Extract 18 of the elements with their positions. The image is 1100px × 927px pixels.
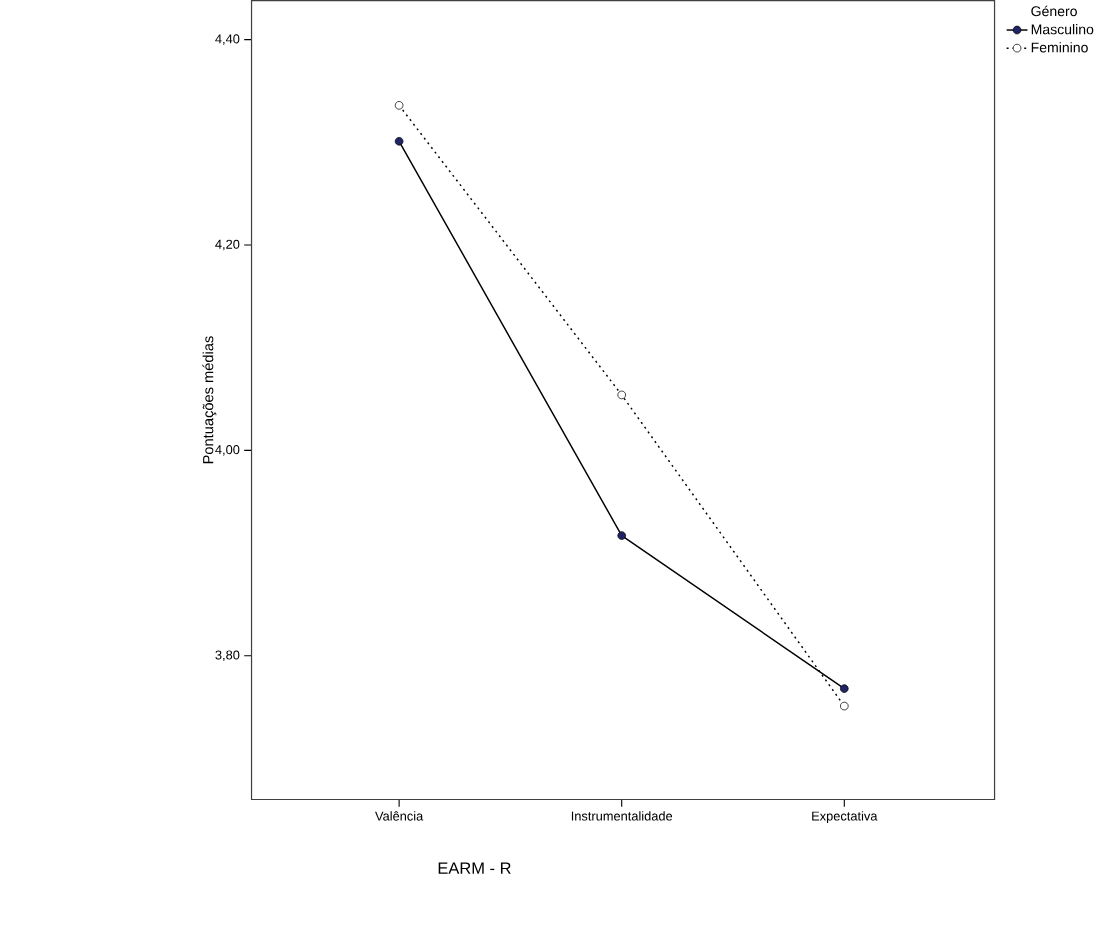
x-axis-title: EARM - R — [438, 862, 511, 874]
y-tick-label: 4,40 — [215, 34, 240, 46]
x-tick-label: Instrumentalidade — [571, 811, 673, 821]
y-tick-label: 4,00 — [215, 445, 240, 456]
point — [617, 390, 626, 400]
point — [394, 137, 404, 146]
y-tick-label: 4,20 — [215, 239, 240, 251]
point — [617, 531, 626, 540]
y-axis-title: Pontuações médias — [202, 336, 217, 464]
x-tick-label: Valência — [375, 811, 424, 821]
y-tick-label: 3,80 — [215, 650, 240, 662]
point — [394, 101, 404, 110]
legend-label: Feminino — [1031, 42, 1088, 53]
x-tick-label: Expectativa — [812, 811, 878, 824]
point — [840, 684, 849, 693]
point — [840, 701, 849, 711]
legend-label: Masculino — [1031, 24, 1094, 35]
legend-title: Género — [1031, 5, 1077, 17]
